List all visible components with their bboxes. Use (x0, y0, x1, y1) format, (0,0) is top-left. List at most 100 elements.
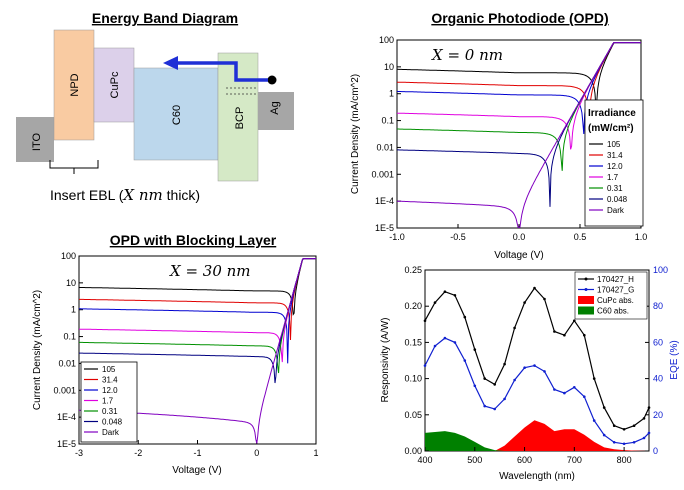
x-tick-label: 0 (254, 448, 259, 458)
legend-marker (584, 288, 588, 291)
blocking-y-ticks: 1E-5 1E-4 0.001 0.01 0.1 1 10 100 (53, 251, 83, 449)
data-point (493, 383, 497, 386)
y2-tick-label: 0 (653, 446, 658, 456)
data-point (612, 441, 616, 444)
x-tick-label: 500 (467, 455, 482, 465)
opd-legend-items: 105 31.4 12.0 1.7 0.31 0.048 Dark (589, 140, 628, 215)
blocking-annotation: X = 30 nm (169, 262, 251, 280)
legend-label: 0.048 (102, 418, 123, 427)
layer-cupc (93, 47, 135, 123)
legend-label: 12.0 (102, 386, 118, 395)
legend-label: Dark (102, 428, 120, 437)
layer-npd-label: NPD (69, 73, 81, 96)
data-point (583, 333, 586, 337)
eqe-y-label: Responsivity (A/W) (380, 317, 391, 402)
x-tick-label: -2 (134, 448, 142, 458)
x-tick-label: -1.0 (389, 232, 405, 242)
x-tick-label: 600 (517, 455, 532, 465)
data-point (602, 406, 606, 409)
opd-x-label: Voltage (V) (494, 250, 543, 261)
data-point (573, 386, 576, 389)
legend-marker (584, 277, 588, 281)
y-tick-label: 0.01 (376, 142, 394, 152)
y2-tick-label: 80 (653, 301, 663, 311)
data-point (513, 378, 516, 382)
x-tick-label: -3 (75, 448, 83, 458)
data-point (612, 424, 616, 428)
x-tick-label: 700 (567, 455, 582, 465)
opd-annotation: X = 0 nm (431, 46, 503, 64)
y-tick-label: 0.10 (404, 374, 422, 384)
blocking-curves (78, 258, 316, 444)
data-point (483, 404, 487, 408)
legend-label: 105 (607, 140, 621, 149)
data-point (443, 336, 447, 340)
legend-label: 12.0 (607, 162, 623, 171)
data-point (543, 370, 546, 373)
data-point (592, 377, 596, 380)
layer-bcp (217, 52, 259, 182)
data-point (453, 294, 457, 297)
legend-label: C60 abs. (597, 307, 629, 316)
legend-swatch (578, 296, 594, 304)
jv-curve-31.4 (79, 258, 316, 341)
jv-curve-31.4 (396, 42, 641, 119)
blocking-y-label: Current Density (mA/cm^2) (32, 290, 43, 410)
data-point (483, 377, 487, 380)
jv-curve-0.048 (79, 258, 316, 384)
y2-tick-label: 100 (653, 265, 668, 275)
area-C60 abs. (425, 431, 505, 451)
data-point (463, 359, 467, 362)
opd-chart: Organic Photodiode (OPD) 1E-5 1E-4 0.001 0.… (350, 10, 647, 261)
legend-label: 1.7 (607, 173, 619, 182)
y-tick-label: 1E-5 (57, 439, 76, 449)
jv-curve-1.7 (78, 258, 316, 363)
data-point (622, 428, 626, 431)
insert-ebl-label: Insert EBL (X nm thick) (50, 186, 200, 204)
jv-curve-105 (78, 258, 316, 316)
data-point (647, 406, 651, 409)
y-tick-label: 0.1 (381, 116, 394, 126)
y-tick-label: 0.01 (58, 358, 76, 368)
data-point (642, 417, 646, 420)
legend-label: 0.31 (607, 184, 623, 193)
y-tick-label: 100 (379, 35, 394, 45)
y-tick-label: 0.1 (63, 332, 76, 342)
legend-label: Dark (607, 206, 625, 215)
legend-label: 31.4 (102, 376, 118, 385)
data-point (563, 333, 566, 337)
y-tick-label: 1 (71, 305, 76, 315)
electron-dot (267, 75, 277, 85)
data-point (573, 319, 576, 323)
data-point (433, 344, 437, 348)
eqe-y-ticks: 0.00 0.05 0.10 0.15 0.20 0.25 (404, 265, 429, 456)
data-point (453, 341, 457, 344)
line-170427_G (424, 337, 650, 445)
data-point (523, 301, 526, 304)
data-point (493, 407, 497, 411)
y-tick-label: 100 (61, 251, 76, 261)
blocking-chart: OPD with Blocking Layer 1E-5 1E-4 0.001 0.0… (32, 232, 319, 476)
eqe-x-label: Wavelength (nm) (499, 471, 575, 482)
data-point (583, 395, 586, 399)
x-tick-label: 0.5 (574, 232, 587, 242)
data-point (553, 388, 556, 391)
x-tick-label: 800 (617, 455, 632, 465)
data-point (423, 319, 427, 323)
opd-curves (396, 42, 641, 228)
data-point (473, 384, 477, 388)
data-point (602, 433, 606, 437)
data-point (647, 431, 651, 435)
jv-curve-Dark (396, 42, 641, 228)
opd-y-ticks: 1E-5 1E-4 0.001 0.01 0.1 1 10 100 (371, 35, 401, 233)
y-tick-label: 0.05 (404, 410, 422, 420)
data-point (443, 290, 447, 294)
layer-ag-label: Ag (269, 101, 281, 114)
data-point (632, 424, 636, 428)
electron-path-arrow (176, 61, 268, 82)
jv-curve-105 (397, 42, 641, 110)
blocking-x-label: Voltage (V) (172, 465, 221, 476)
layer-bcp-label: BCP (234, 107, 246, 130)
x-tick-label: 0.0 (513, 232, 526, 242)
